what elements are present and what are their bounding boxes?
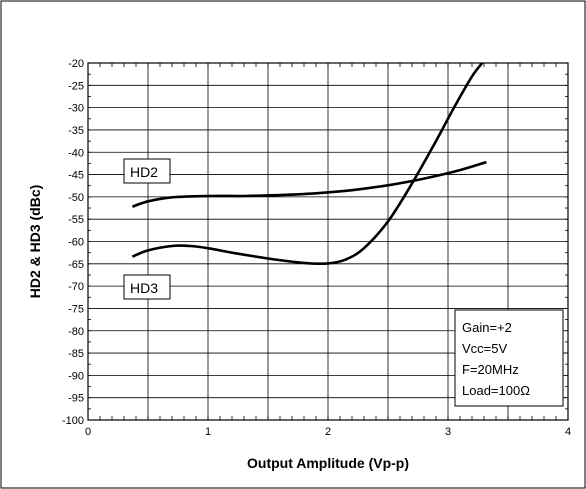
y-tick-label: -65 xyxy=(68,259,84,271)
hd2-label-box: HD2 xyxy=(123,158,171,184)
y-tick-label: -60 xyxy=(68,237,84,249)
conditions-box: Gain=+2 Vcc=5V F=20MHz Load=100Ω xyxy=(454,309,564,407)
hd3-label: HD3 xyxy=(130,280,158,296)
series-lines xyxy=(131,63,487,266)
condition-vcc: Vcc=5V xyxy=(462,341,507,356)
y-tick-label: -45 xyxy=(68,170,84,182)
y-tick-label: -80 xyxy=(68,326,84,338)
x-tick-label: 1 xyxy=(205,426,211,438)
y-axis-title: HD2 & HD3 (dBc) xyxy=(27,185,43,299)
x-axis-title: Output Amplitude (Vp-p) xyxy=(247,455,409,471)
x-tick-label: 4 xyxy=(565,426,571,438)
plot-area-border xyxy=(87,62,569,421)
y-tick-labels: -100 -95 -90 -85 -80 -75 -70 -65 -60 -55 -50 -45 -40… xyxy=(62,58,84,427)
condition-load: Load=100Ω xyxy=(462,383,530,398)
y-tick-label: -85 xyxy=(68,348,84,360)
x-tick-label: 2 xyxy=(325,426,331,438)
hd3-label-box: HD3 xyxy=(123,274,171,300)
hd2-label: HD2 xyxy=(130,164,158,180)
y-tick-label: -50 xyxy=(68,192,84,204)
y-tick-label: -25 xyxy=(68,80,84,92)
y-tick-label: -20 xyxy=(68,58,84,70)
y-tick-label: -90 xyxy=(68,370,84,382)
condition-frequency: F=20MHz xyxy=(462,362,519,377)
y-tick-label: -70 xyxy=(68,281,84,293)
y-tick-label: -95 xyxy=(68,393,84,405)
y-tick-label: -30 xyxy=(68,103,84,115)
y-tick-label: -40 xyxy=(68,147,84,159)
x-tick-label: 3 xyxy=(445,426,451,438)
y-tick-label: -75 xyxy=(68,303,84,315)
y-tick-label: -55 xyxy=(68,214,84,226)
y-tick-label: -100 xyxy=(62,415,84,427)
x-tick-labels: 0 1 2 3 4 xyxy=(85,426,571,438)
x-tick-label: 0 xyxy=(85,426,91,438)
y-tick-label: -35 xyxy=(68,125,84,137)
condition-gain: Gain=+2 xyxy=(462,320,512,335)
hd3-series-line xyxy=(131,63,484,266)
hd2-series-line xyxy=(131,160,487,208)
